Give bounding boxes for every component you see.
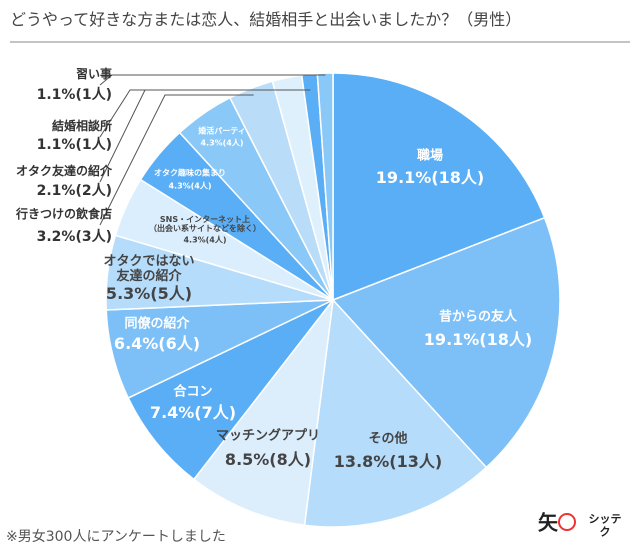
brand: シッテク xyxy=(588,512,622,538)
value-label: 4.3%(4人) xyxy=(183,235,227,245)
category-label: 同僚の紹介 xyxy=(124,316,190,332)
category-label: 習い事 xyxy=(75,67,112,82)
category-label: 婚活パーティ xyxy=(198,126,246,136)
pie-slice xyxy=(332,72,546,302)
value-label: 19.1%(18人) xyxy=(375,167,485,187)
pie-slice xyxy=(316,72,334,301)
category-label: マッチングアプリ xyxy=(215,428,321,444)
category-label: 昔からの友人 xyxy=(438,309,518,325)
category-label: 合コン xyxy=(173,384,213,400)
footnote: ※男女300人にアンケートしました xyxy=(6,528,226,545)
category-label: オタクではない 友達の紹介 xyxy=(103,254,195,284)
value-label: 6.4%(6人) xyxy=(113,333,201,353)
value-label: 7.4%(7人) xyxy=(149,402,237,422)
value-label: 4.3%(4人) xyxy=(200,138,244,148)
value-label: 4.3%(4人) xyxy=(168,181,212,191)
value-label: 19.1%(18人) xyxy=(423,329,533,349)
pie-slice xyxy=(303,298,488,528)
pie-slice xyxy=(331,216,561,469)
value-label: 1.1%(1人) xyxy=(36,86,112,103)
value-label: 13.8%(13人) xyxy=(333,451,443,471)
leader-line xyxy=(99,89,311,138)
pie-slice xyxy=(192,297,335,527)
leader-line xyxy=(99,74,326,86)
leader-line xyxy=(99,94,254,226)
category-label: SNS・インターネット上 （出会い系サイトなどを除く） xyxy=(149,214,261,233)
chart-title: どうやって好きな方または恋人、結婚相手と出会いましたか？（男性） xyxy=(10,9,522,29)
value-label: 8.5%(8人) xyxy=(224,449,312,469)
category-label: 結婚相談所 xyxy=(51,119,112,134)
category-label: 職場 xyxy=(416,148,444,164)
category-label: オタク趣味の集まり xyxy=(154,168,226,178)
brand-icon xyxy=(558,513,576,531)
category-label: オタク友達の紹介 xyxy=(15,164,112,179)
value-label: 5.3%(5人) xyxy=(105,283,193,303)
brand-mark: 矢 xyxy=(538,510,558,535)
value-label: 1.1%(1人) xyxy=(36,136,112,153)
value-label: 3.2%(3人) xyxy=(36,228,112,245)
category-label: 行きつけの飲食店 xyxy=(15,207,112,222)
value-label: 2.1%(2人) xyxy=(36,182,112,199)
category-label: その他 xyxy=(368,431,408,447)
pie-slice xyxy=(127,299,334,481)
